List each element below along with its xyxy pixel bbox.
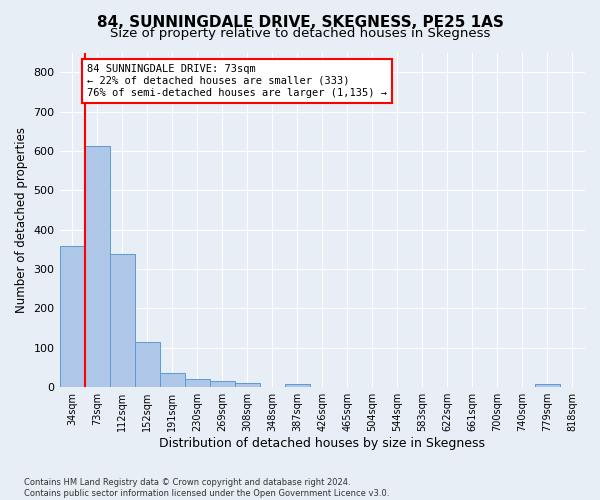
Bar: [110, 254, 134, 387]
Text: 84 SUNNINGDALE DRIVE: 73sqm
← 22% of detached houses are smaller (333)
76% of se: 84 SUNNINGDALE DRIVE: 73sqm ← 22% of det…: [87, 64, 387, 98]
Bar: [185, 380, 209, 387]
Bar: [85, 146, 110, 387]
Y-axis label: Number of detached properties: Number of detached properties: [15, 127, 28, 313]
Bar: [59, 246, 85, 387]
Bar: [134, 342, 160, 387]
Text: Contains HM Land Registry data © Crown copyright and database right 2024.
Contai: Contains HM Land Registry data © Crown c…: [24, 478, 389, 498]
Bar: [160, 373, 185, 387]
Text: 84, SUNNINGDALE DRIVE, SKEGNESS, PE25 1AS: 84, SUNNINGDALE DRIVE, SKEGNESS, PE25 1A…: [97, 15, 503, 30]
X-axis label: Distribution of detached houses by size in Skegness: Distribution of detached houses by size …: [159, 437, 485, 450]
Bar: [285, 384, 310, 387]
Bar: [209, 382, 235, 387]
Bar: [535, 384, 560, 387]
Bar: [235, 384, 260, 387]
Text: Size of property relative to detached houses in Skegness: Size of property relative to detached ho…: [110, 28, 490, 40]
